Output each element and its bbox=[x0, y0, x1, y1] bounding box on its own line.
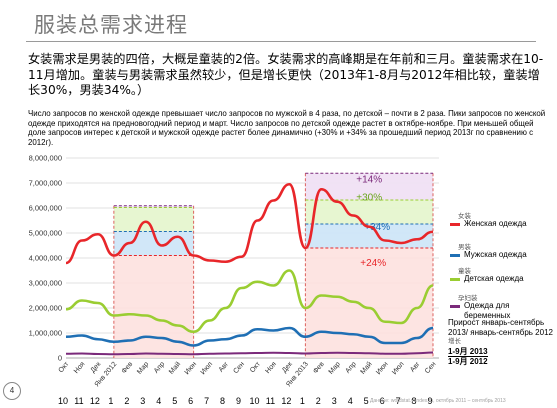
page-number: 4 bbox=[3, 382, 21, 400]
y-tick-label: 6,000,000 bbox=[29, 204, 62, 213]
series-line-maternity bbox=[65, 351, 434, 356]
month-number-label: 2 bbox=[124, 396, 129, 406]
legend-zh-maternity: 孕妇装 bbox=[458, 294, 478, 302]
month-number-label: 9 bbox=[427, 396, 432, 406]
month-number-label: 12 bbox=[281, 396, 291, 406]
month-number-label: 6 bbox=[380, 396, 385, 406]
month-number-label: 5 bbox=[364, 396, 369, 406]
series-line-men bbox=[65, 326, 434, 347]
y-tick-label: 8,000,000 bbox=[29, 154, 62, 163]
series-line-women bbox=[65, 182, 434, 265]
highlight-maternity-band bbox=[305, 173, 433, 200]
growth-note: Прирост январь-сентябрь 2013/ январь-сен… bbox=[448, 318, 557, 367]
month-number-label: 9 bbox=[236, 396, 241, 406]
legend-zh-women: 女装 bbox=[458, 212, 471, 220]
y-tick-label: 0 bbox=[58, 354, 62, 363]
x-tick-label: Сен bbox=[424, 361, 438, 375]
month-number-label: 10 bbox=[58, 396, 68, 406]
growth-zh-label: 增长 bbox=[448, 337, 461, 345]
legend-swatch-women bbox=[450, 223, 460, 226]
month-number-label: 3 bbox=[140, 396, 145, 406]
month-number-label: 1 bbox=[300, 396, 305, 406]
highlight-children-band bbox=[113, 207, 194, 232]
x-tick-label: Май bbox=[167, 360, 182, 376]
chinese-paragraph: 女装需求是男装的四倍，大概是童装的2倍。女装需求的高峰期是在年前和三月。童装需求… bbox=[28, 52, 544, 97]
highlight-children-band bbox=[305, 200, 433, 224]
x-tick-label: Окт bbox=[249, 360, 262, 374]
x-tick-label: Май bbox=[359, 360, 374, 376]
growth-line-2012: 1-9月 2012 bbox=[448, 357, 488, 366]
y-tick-label: 5,000,000 bbox=[29, 229, 62, 238]
legend-ru-maternity: Одежда для беременных bbox=[464, 301, 511, 320]
x-tick-label: Июл bbox=[200, 361, 215, 376]
x-tick-label: Авг bbox=[218, 360, 231, 373]
growth-line-2013: 1-9月 2013 bbox=[448, 346, 488, 357]
legend-zh-men: 男装 bbox=[458, 243, 471, 251]
x-tick-label: Июл bbox=[391, 361, 406, 376]
legend-ru-men: Мужская одежда bbox=[464, 250, 527, 259]
month-number-label: 4 bbox=[156, 396, 161, 406]
month-number-label: 2 bbox=[316, 396, 321, 406]
x-tick-label: Фев bbox=[312, 361, 326, 376]
y-tick-label: 2,000,000 bbox=[29, 304, 62, 313]
page-title: 服装总需求进程 bbox=[34, 13, 188, 37]
month-number-label: 12 bbox=[90, 396, 100, 406]
month-number-label: 5 bbox=[172, 396, 177, 406]
x-tick-label: Авг bbox=[409, 360, 422, 373]
x-tick-label: Мар bbox=[328, 361, 342, 376]
legend-ru-children: Детская одежда bbox=[464, 274, 524, 283]
x-tick-label: Июн bbox=[375, 361, 390, 376]
legend-ru-women: Женская одежда bbox=[464, 219, 527, 228]
footer-source: Данные: wordstat.yandex.ru, октябрь 2011… bbox=[370, 398, 506, 404]
month-number-label: 3 bbox=[332, 396, 337, 406]
x-tick-label: Фев bbox=[121, 361, 135, 376]
x-tick-label: Июн bbox=[184, 361, 199, 376]
month-number-label: 8 bbox=[220, 396, 225, 406]
series-line-children bbox=[65, 269, 434, 334]
x-tick-label: Сен bbox=[232, 361, 246, 375]
annotation-men: +34% bbox=[364, 222, 390, 233]
growth-title: Прирост январь-сентябрь 2013/ январь-сен… bbox=[448, 318, 553, 337]
annotation-maternity: +14% bbox=[356, 174, 382, 185]
title-underline bbox=[26, 41, 536, 42]
russian-paragraph: Число запросов по женской одежде превыша… bbox=[28, 109, 546, 147]
month-number-label: 11 bbox=[266, 396, 275, 406]
annotation-women: +24% bbox=[360, 258, 386, 269]
month-number-label: 11 bbox=[74, 396, 83, 406]
month-number-label: 7 bbox=[396, 396, 401, 406]
highlight-maternity-band bbox=[113, 205, 194, 208]
month-number-label: 10 bbox=[249, 396, 259, 406]
legend-swatch-children bbox=[450, 278, 460, 281]
month-number-label: 8 bbox=[412, 396, 417, 406]
legend-swatch-men bbox=[450, 254, 460, 257]
y-tick-label: 4,000,000 bbox=[29, 254, 62, 263]
x-tick-label: Дек bbox=[90, 360, 103, 374]
y-tick-label: 7,000,000 bbox=[29, 179, 62, 188]
x-tick-label: Мар bbox=[136, 361, 150, 376]
month-number-label: 6 bbox=[188, 396, 193, 406]
month-number-label: 1 bbox=[108, 396, 113, 406]
x-tick-label: Дек bbox=[281, 360, 294, 374]
y-tick-label: 3,000,000 bbox=[29, 279, 62, 288]
month-number-label: 4 bbox=[348, 396, 353, 406]
legend-swatch-maternity bbox=[450, 305, 460, 308]
x-tick-label: Апр bbox=[344, 361, 357, 375]
annotation-children: +30% bbox=[356, 193, 382, 204]
x-tick-label: Ноя bbox=[264, 361, 278, 375]
x-tick-label: Апр bbox=[153, 361, 166, 375]
x-tick-label: Ноя bbox=[73, 361, 87, 375]
legend-zh-children: 童装 bbox=[458, 267, 471, 275]
y-tick-label: 1,000,000 bbox=[29, 329, 62, 338]
month-number-label: 7 bbox=[204, 396, 209, 406]
